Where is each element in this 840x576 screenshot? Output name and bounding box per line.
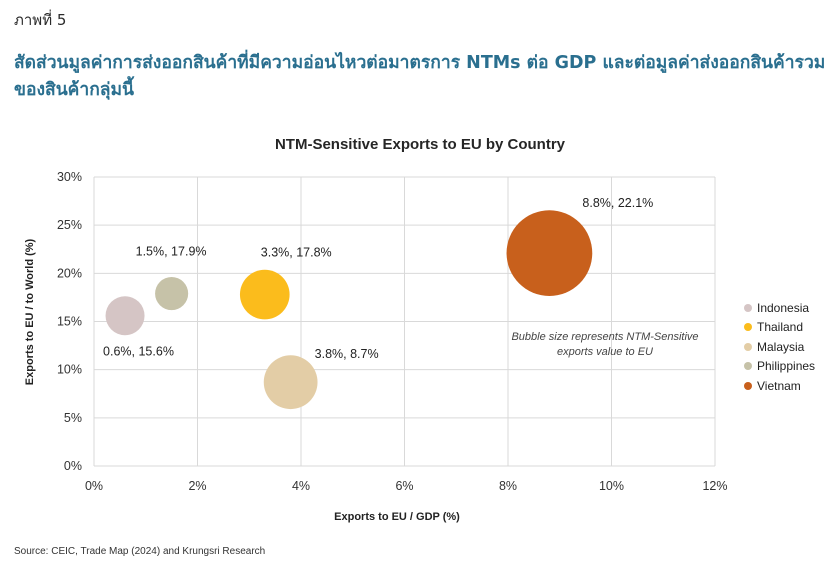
legend-swatch (744, 381, 752, 390)
legend-swatch (744, 323, 752, 332)
grid-lines (93, 176, 716, 467)
y-tick-label: 10% (57, 363, 82, 377)
legend-swatch (744, 342, 752, 351)
y-tick-label: 0% (64, 459, 82, 473)
legend-item-malaysia: Malaysia (744, 337, 815, 357)
data-label-philippines: 1.5%, 17.9% (136, 245, 207, 259)
legend-swatch (744, 362, 752, 371)
legend-label: Indonesia (757, 300, 810, 315)
data-label-malaysia: 3.8%, 8.7% (315, 347, 379, 361)
legend: Indonesia Thailand Malaysia Philippines Viet… (744, 298, 815, 396)
data-labels: 0.6%, 15.6% 3.3%, 17.8% 3.8%, 8.7% 1.5%, 17… (103, 196, 653, 361)
legend-label: Malaysia (757, 339, 805, 354)
x-tick-label: 10% (599, 479, 624, 493)
bubbles (105, 210, 593, 410)
source-note: Source: CEIC, Trade Map (2024) and Krung… (14, 546, 266, 557)
y-axis-label: Exports to EU / to World (%) (24, 238, 36, 385)
legend-item-vietnam: Vietnam (744, 376, 815, 396)
x-tick-label: 4% (292, 479, 310, 493)
data-label-thailand: 3.3%, 17.8% (261, 246, 332, 260)
x-tick-label: 0% (85, 479, 103, 493)
legend-label: Thailand (757, 320, 804, 335)
y-axis-ticks: 0% 5% 10% 15% 20% 25% 30% (57, 170, 82, 473)
legend-item-philippines: Philippines (744, 357, 815, 377)
legend-label: Vietnam (757, 378, 801, 393)
x-axis-label: Exports to EU / GDP (%) (334, 511, 460, 523)
x-axis-ticks: 0% 2% 4% 6% 8% 10% 12% (85, 479, 728, 493)
bubble-thailand (239, 269, 290, 320)
x-tick-label: 2% (188, 479, 206, 493)
y-tick-label: 5% (64, 411, 82, 425)
y-tick-label: 25% (57, 218, 82, 232)
x-tick-label: 6% (395, 479, 413, 493)
legend-swatch (744, 303, 752, 312)
bubble-vietnam (506, 210, 593, 296)
legend-label: Philippines (757, 359, 816, 374)
bubble-indonesia (105, 296, 145, 336)
y-tick-label: 30% (57, 170, 82, 184)
bubble-size-note: Bubble size represents NTM-Sensitive expo… (511, 331, 698, 358)
y-tick-label: 20% (57, 266, 82, 280)
legend-item-indonesia: Indonesia (744, 298, 815, 318)
data-label-indonesia: 0.6%, 15.6% (103, 345, 174, 359)
bubble-philippines (155, 277, 189, 311)
y-tick-label: 15% (57, 315, 82, 329)
legend-item-thailand: Thailand (744, 318, 815, 338)
x-tick-label: 12% (702, 479, 727, 493)
bubble-malaysia (263, 355, 318, 410)
x-tick-label: 8% (499, 479, 517, 493)
figure-title: สัดส่วนมูลค่าการส่งออกสินค้าที่มีความอ่อ… (14, 53, 826, 100)
data-label-vietnam: 8.8%, 22.1% (582, 196, 653, 210)
figure-label: ภาพที่ 5 (14, 11, 67, 29)
chart-title: NTM-Sensitive Exports to EU by Country (274, 136, 566, 153)
